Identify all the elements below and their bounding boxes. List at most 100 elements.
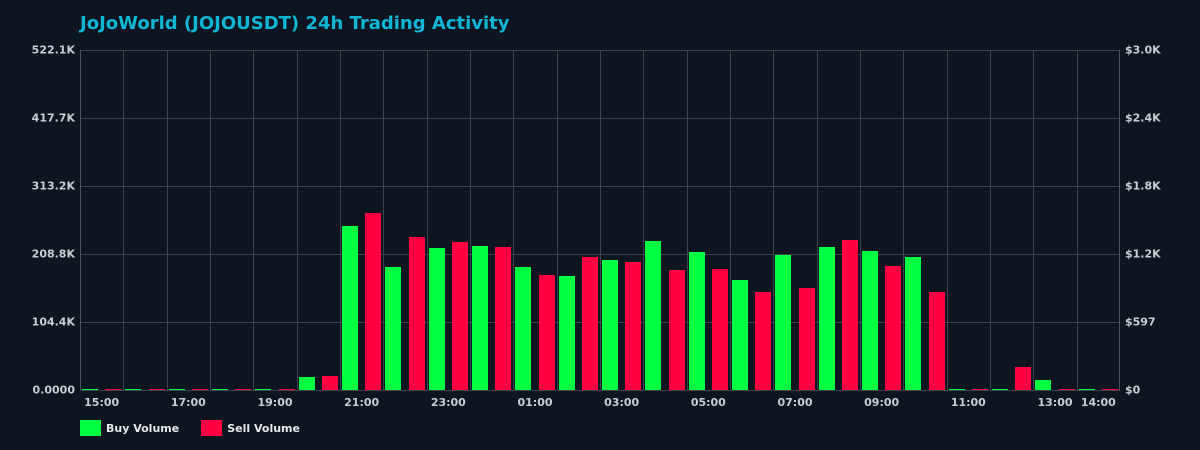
sell-volume-bar[interactable] [625, 262, 642, 390]
legend-label-sell: Sell Volume [227, 421, 300, 435]
buy-volume-bar[interactable] [602, 260, 618, 390]
grid-line-vertical [1076, 50, 1078, 390]
grid-line-vertical [383, 50, 385, 390]
y-tick-label-left: 313.2K [31, 179, 75, 193]
buy-volume-bar[interactable] [818, 247, 835, 390]
x-tick-label: 13:00 [1037, 396, 1073, 409]
buy-volume-bar[interactable] [948, 389, 965, 390]
x-tick-label: 07:00 [777, 396, 813, 409]
grid-line-vertical [470, 50, 471, 390]
sell-volume-bar[interactable] [191, 389, 208, 390]
y-tick-label-left: 522.1K [31, 43, 75, 57]
y-tick-label-left: 104.4K [31, 315, 75, 329]
legend-label-buy: Buy Volume [106, 421, 180, 435]
plot-area [80, 50, 1120, 390]
x-tick-label: 03:00 [604, 396, 640, 409]
grid-line-vertical [513, 50, 515, 390]
x-tick-label: 09:00 [864, 396, 900, 409]
grid-line-vertical [903, 50, 905, 390]
sell-volume-bar[interactable] [885, 266, 902, 390]
grid-line-vertical [860, 50, 861, 390]
sell-volume-bar[interactable] [365, 213, 382, 390]
x-tick-label: 14:00 [1080, 396, 1116, 409]
grid-line-vertical [990, 50, 991, 390]
y-tick-label-right: $3.0K [1125, 43, 1161, 57]
sell-volume-bar[interactable] [1101, 389, 1118, 390]
sell-volume-bar[interactable] [581, 257, 598, 390]
buy-volume-bar[interactable] [732, 280, 748, 390]
buy-volume-bar[interactable] [82, 389, 98, 390]
buy-volume-bar[interactable] [298, 377, 315, 390]
y-tick-label-right: $1.2K [1125, 247, 1161, 261]
sell-volume-bar[interactable] [971, 389, 988, 390]
buy-volume-bar[interactable] [862, 251, 878, 390]
sell-volume-bar[interactable] [408, 237, 425, 390]
grid-line-vertical [1033, 50, 1035, 390]
grid-line-vertical [946, 50, 948, 390]
buy-volume-bar[interactable] [775, 255, 792, 390]
sell-volume-bar[interactable] [105, 389, 122, 390]
sell-volume-bar[interactable] [451, 242, 468, 390]
buy-volume-bar[interactable] [645, 241, 662, 390]
buy-volume-bar[interactable] [515, 267, 532, 390]
buy-volume-bar[interactable] [1078, 389, 1095, 390]
x-tick-label: 01:00 [517, 396, 553, 409]
y-tick-label-left: 417.7K [31, 111, 75, 125]
y-tick-label-right: $2.4K [1125, 111, 1161, 125]
grid-line-vertical [730, 50, 731, 390]
sell-volume-bar[interactable] [668, 270, 685, 390]
sell-volume-bar[interactable] [148, 389, 165, 390]
grid-line-vertical [296, 50, 298, 390]
buy-volume-bar[interactable] [1035, 380, 1052, 390]
grid-line-vertical [686, 50, 688, 390]
x-tick-label: 11:00 [950, 396, 986, 409]
x-tick-label: 21:00 [344, 396, 380, 409]
sell-volume-bar[interactable] [235, 389, 252, 390]
buy-volume-bar[interactable] [168, 389, 185, 390]
grid-line-vertical [123, 50, 125, 390]
grid-line-vertical [600, 50, 601, 390]
chart-title: JoJoWorld (JOJOUSDT) 24h Trading Activit… [80, 13, 510, 34]
grid-line-vertical [816, 50, 818, 390]
y-tick-label-left: 208.8K [31, 247, 75, 261]
buy-volume-bar[interactable] [992, 389, 1008, 390]
buy-swatch-icon [80, 420, 101, 436]
x-tick-label: 17:00 [170, 396, 206, 409]
x-tick-label: 23:00 [430, 396, 466, 409]
sell-volume-bar[interactable] [798, 288, 815, 390]
grid-line-vertical [643, 50, 645, 390]
legend: Buy Volume Sell Volume [80, 420, 322, 436]
buy-volume-bar[interactable] [558, 276, 575, 390]
x-tick-label: 19:00 [257, 396, 293, 409]
y-tick-label-right: $1.8K [1125, 179, 1161, 193]
sell-volume-bar[interactable] [711, 269, 728, 390]
sell-volume-bar[interactable] [1015, 367, 1032, 390]
sell-volume-bar[interactable] [841, 240, 858, 390]
buy-volume-bar[interactable] [905, 257, 922, 390]
sell-volume-bar[interactable] [278, 389, 295, 390]
grid-line-vertical [210, 50, 211, 390]
grid-line-vertical [166, 50, 168, 390]
sell-volume-bar[interactable] [755, 292, 772, 390]
buy-volume-bar[interactable] [212, 389, 228, 390]
sell-volume-bar[interactable] [538, 275, 555, 390]
legend-item-buy[interactable]: Buy Volume [80, 420, 179, 436]
buy-volume-bar[interactable] [688, 252, 705, 390]
sell-volume-bar[interactable] [321, 376, 338, 390]
legend-item-sell[interactable]: Sell Volume [201, 420, 300, 436]
buy-volume-bar[interactable] [428, 248, 445, 390]
y-tick-label-right: $0 [1125, 383, 1141, 397]
buy-volume-bar[interactable] [385, 267, 402, 390]
sell-volume-bar[interactable] [1058, 389, 1075, 390]
buy-volume-bar[interactable] [125, 389, 142, 390]
buy-volume-bar[interactable] [342, 226, 358, 390]
buy-volume-bar[interactable] [472, 246, 488, 390]
buy-volume-bar[interactable] [255, 389, 272, 390]
grid-line-vertical [556, 50, 558, 390]
grid-line-vertical [340, 50, 341, 390]
grid-line-vertical [773, 50, 775, 390]
sell-volume-bar[interactable] [495, 247, 512, 390]
sell-volume-bar[interactable] [928, 292, 945, 390]
x-tick-label: 05:00 [690, 396, 726, 409]
x-tick-label: 15:00 [84, 396, 120, 409]
